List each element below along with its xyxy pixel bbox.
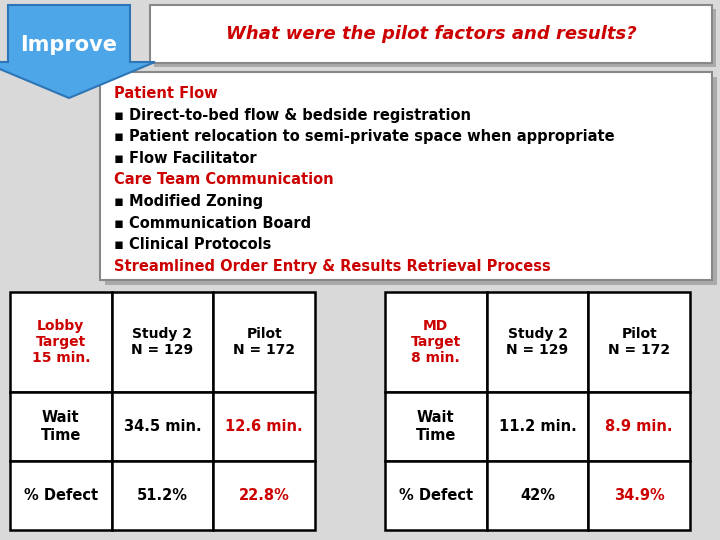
Text: Wait
Time: Wait Time (415, 410, 456, 443)
Text: ▪ Communication Board: ▪ Communication Board (114, 215, 311, 231)
Bar (213, 292, 315, 392)
Text: 12.6 min.: 12.6 min. (225, 419, 303, 434)
Bar (213, 392, 315, 461)
Bar (588, 292, 690, 392)
Text: Study 2
N = 129: Study 2 N = 129 (132, 327, 194, 357)
Bar (10, 461, 112, 530)
Bar (150, 5, 712, 63)
Bar (112, 392, 213, 461)
Text: MD
Target
8 min.: MD Target 8 min. (410, 319, 461, 365)
Bar (112, 292, 213, 392)
Text: % Defect: % Defect (24, 488, 98, 503)
Text: What were the pilot factors and results?: What were the pilot factors and results? (225, 25, 636, 43)
Text: 42%: 42% (520, 488, 555, 503)
Text: 22.8%: 22.8% (239, 488, 289, 503)
Text: ▪ Flow Facilitator: ▪ Flow Facilitator (114, 151, 256, 166)
Bar (487, 292, 588, 392)
Text: Pilot
N = 172: Pilot N = 172 (233, 327, 295, 357)
Text: Streamlined Order Entry & Results Retrieval Process: Streamlined Order Entry & Results Retrie… (114, 259, 551, 273)
Text: Wait
Time: Wait Time (40, 410, 81, 443)
Bar (100, 72, 712, 280)
Bar (385, 461, 487, 530)
Text: Study 2
N = 129: Study 2 N = 129 (506, 327, 569, 357)
Bar (385, 392, 487, 461)
Bar (385, 292, 487, 392)
Bar (10, 392, 112, 461)
Text: Pilot
N = 172: Pilot N = 172 (608, 327, 670, 357)
Bar (588, 392, 690, 461)
Bar (154, 9, 716, 67)
Bar (213, 461, 315, 530)
Text: Patient Flow: Patient Flow (114, 86, 217, 102)
Text: 34.5 min.: 34.5 min. (124, 419, 202, 434)
Text: Lobby
Target
15 min.: Lobby Target 15 min. (32, 319, 90, 365)
Text: Improve: Improve (20, 35, 117, 55)
Text: ▪ Patient relocation to semi-private space when appropriate: ▪ Patient relocation to semi-private spa… (114, 130, 615, 145)
Polygon shape (0, 5, 155, 98)
Text: ▪ Direct-to-bed flow & bedside registration: ▪ Direct-to-bed flow & bedside registrat… (114, 108, 471, 123)
Bar (487, 461, 588, 530)
Text: % Defect: % Defect (399, 488, 473, 503)
Text: 8.9 min.: 8.9 min. (606, 419, 673, 434)
Bar (487, 392, 588, 461)
Bar (105, 77, 717, 285)
Text: ▪ Clinical Protocols: ▪ Clinical Protocols (114, 237, 271, 252)
Bar (588, 461, 690, 530)
Text: Care Team Communication: Care Team Communication (114, 172, 333, 187)
Text: 34.9%: 34.9% (613, 488, 665, 503)
Bar (10, 292, 112, 392)
Text: ▪ Modified Zoning: ▪ Modified Zoning (114, 194, 263, 209)
Text: 11.2 min.: 11.2 min. (499, 419, 577, 434)
Bar (112, 461, 213, 530)
Text: 51.2%: 51.2% (137, 488, 188, 503)
